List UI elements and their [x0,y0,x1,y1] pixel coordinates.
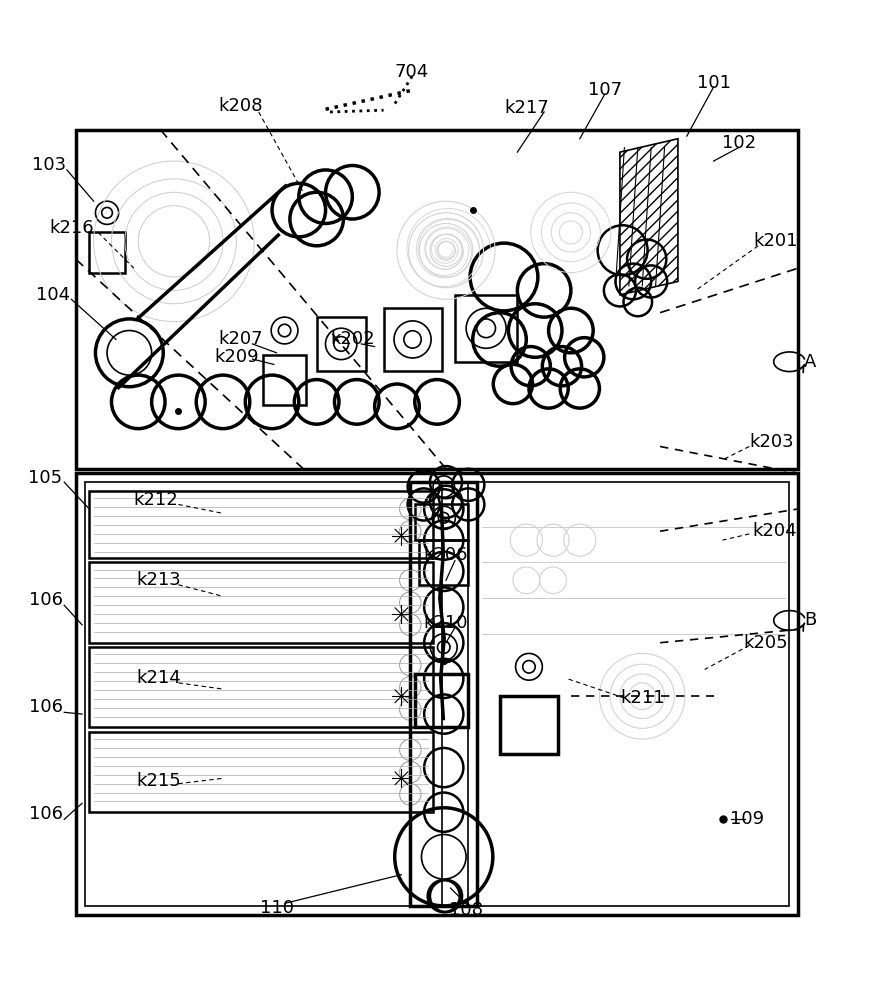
Bar [415,504,468,540]
Text: k212: k212 [134,491,178,509]
Text: k214: k214 [136,669,181,687]
Text: k205: k205 [743,634,788,652]
Bar [263,355,306,405]
Bar [89,491,433,558]
Text: 105: 105 [28,469,62,487]
Bar [500,696,558,754]
Text: 107: 107 [588,81,622,99]
Text: B: B [804,611,816,629]
Text: k207: k207 [219,330,263,348]
Text: k206: k206 [424,546,468,564]
Bar [89,562,433,643]
Text: 106: 106 [29,591,63,609]
Text: 110: 110 [260,899,293,917]
Text: k215: k215 [136,772,181,790]
Text: k203: k203 [749,433,794,451]
Text: A: A [804,353,816,371]
Text: k211: k211 [620,689,665,707]
Bar [415,674,468,727]
Text: k210: k210 [424,614,468,632]
Text: k202: k202 [330,330,375,348]
Bar [89,647,433,727]
Text: k201: k201 [754,232,798,250]
Bar [455,295,517,362]
Text: k217: k217 [504,99,549,117]
Bar [76,130,798,469]
Text: k213: k213 [136,571,181,589]
Bar [89,232,125,273]
Text: k216: k216 [49,219,94,237]
Bar [419,540,468,585]
Text: 104: 104 [37,286,70,304]
Text: 103: 103 [32,156,66,174]
Bar [410,482,477,906]
Text: k209: k209 [214,348,259,366]
Text: 109: 109 [731,810,764,828]
Text: 704: 704 [395,63,429,81]
Text: k208: k208 [219,97,263,115]
Bar [89,732,433,812]
Bar [384,308,442,371]
Text: 106: 106 [29,805,63,823]
Bar [85,482,442,906]
Text: 102: 102 [722,134,756,152]
Bar [76,473,798,915]
Bar [468,482,789,906]
Text: 106: 106 [29,698,63,716]
Bar [317,317,366,371]
Text: 108: 108 [449,901,483,919]
Text: 101: 101 [697,74,731,92]
Text: k204: k204 [752,522,797,540]
